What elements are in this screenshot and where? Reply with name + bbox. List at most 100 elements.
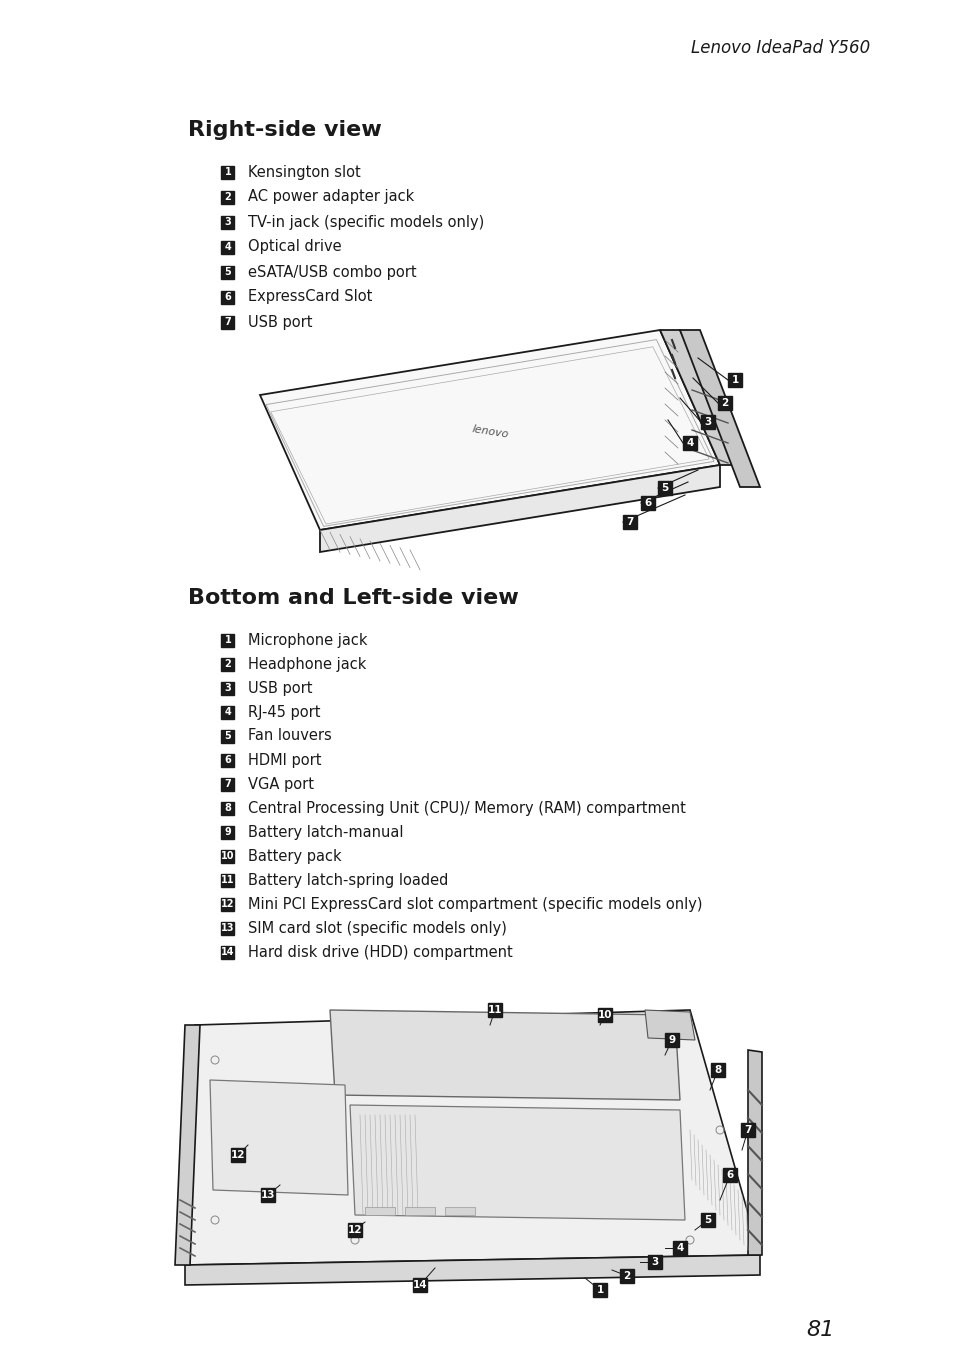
FancyBboxPatch shape <box>221 945 234 959</box>
FancyBboxPatch shape <box>598 1007 612 1022</box>
FancyBboxPatch shape <box>682 436 697 450</box>
FancyBboxPatch shape <box>405 1206 435 1215</box>
FancyBboxPatch shape <box>593 1284 606 1297</box>
Text: 3: 3 <box>224 682 232 693</box>
Polygon shape <box>319 464 720 552</box>
FancyBboxPatch shape <box>221 658 234 670</box>
FancyBboxPatch shape <box>221 753 234 766</box>
Text: 4: 4 <box>685 437 693 448</box>
Polygon shape <box>659 330 740 464</box>
Polygon shape <box>260 330 720 529</box>
Text: Battery pack: Battery pack <box>248 849 341 864</box>
FancyBboxPatch shape <box>221 634 234 646</box>
Text: 5: 5 <box>224 731 232 741</box>
FancyBboxPatch shape <box>221 802 234 815</box>
FancyBboxPatch shape <box>348 1223 361 1238</box>
FancyBboxPatch shape <box>365 1206 395 1215</box>
FancyBboxPatch shape <box>221 849 234 862</box>
FancyBboxPatch shape <box>221 777 234 791</box>
Text: 2: 2 <box>720 398 728 408</box>
Text: USB port: USB port <box>248 314 313 329</box>
FancyBboxPatch shape <box>221 291 234 303</box>
Polygon shape <box>330 1010 679 1099</box>
Text: Headphone jack: Headphone jack <box>248 657 366 672</box>
Text: 7: 7 <box>743 1125 751 1135</box>
Polygon shape <box>271 347 708 524</box>
Text: Battery latch-spring loaded: Battery latch-spring loaded <box>248 872 448 887</box>
Text: 3: 3 <box>224 217 232 227</box>
FancyBboxPatch shape <box>221 705 234 719</box>
Text: SIM card slot (specific models only): SIM card slot (specific models only) <box>248 921 506 936</box>
Polygon shape <box>747 1049 761 1255</box>
Text: 4: 4 <box>224 242 232 252</box>
Text: VGA port: VGA port <box>248 776 314 792</box>
Text: lenovo: lenovo <box>471 424 509 440</box>
Text: 12: 12 <box>221 899 234 909</box>
FancyBboxPatch shape <box>221 215 234 229</box>
Text: HDMI port: HDMI port <box>248 753 321 768</box>
FancyBboxPatch shape <box>231 1148 245 1162</box>
FancyBboxPatch shape <box>221 265 234 279</box>
Text: 6: 6 <box>224 292 232 302</box>
FancyBboxPatch shape <box>221 241 234 253</box>
FancyBboxPatch shape <box>658 481 671 496</box>
Text: 1: 1 <box>596 1285 603 1294</box>
Text: Fan louvers: Fan louvers <box>248 728 332 743</box>
Text: 81: 81 <box>805 1320 833 1340</box>
Text: 12: 12 <box>231 1150 245 1160</box>
Text: 14: 14 <box>413 1280 427 1290</box>
Polygon shape <box>210 1080 348 1196</box>
FancyBboxPatch shape <box>722 1169 737 1182</box>
Text: 2: 2 <box>224 192 232 202</box>
Polygon shape <box>174 1025 200 1265</box>
Text: RJ-45 port: RJ-45 port <box>248 704 320 719</box>
Text: 2: 2 <box>622 1271 630 1281</box>
Text: Microphone jack: Microphone jack <box>248 632 367 647</box>
Text: USB port: USB port <box>248 681 313 696</box>
FancyBboxPatch shape <box>640 496 655 510</box>
FancyBboxPatch shape <box>221 826 234 838</box>
Text: 5: 5 <box>224 267 232 278</box>
Text: Hard disk drive (HDD) compartment: Hard disk drive (HDD) compartment <box>248 945 512 960</box>
FancyBboxPatch shape <box>647 1255 661 1269</box>
Text: 13: 13 <box>221 923 234 933</box>
Polygon shape <box>644 1010 695 1040</box>
Text: 14: 14 <box>221 946 234 957</box>
Text: TV-in jack (specific models only): TV-in jack (specific models only) <box>248 214 484 229</box>
FancyBboxPatch shape <box>221 873 234 887</box>
Text: Right-side view: Right-side view <box>188 121 381 139</box>
FancyBboxPatch shape <box>444 1206 475 1215</box>
Text: AC power adapter jack: AC power adapter jack <box>248 190 414 204</box>
Text: 3: 3 <box>703 417 711 427</box>
FancyBboxPatch shape <box>718 395 731 410</box>
Text: Kensington slot: Kensington slot <box>248 164 360 180</box>
Text: 13: 13 <box>260 1190 275 1200</box>
Text: Lenovo IdeaPad Y560: Lenovo IdeaPad Y560 <box>690 39 869 57</box>
Text: 6: 6 <box>224 756 232 765</box>
FancyBboxPatch shape <box>221 165 234 179</box>
FancyBboxPatch shape <box>700 1213 714 1227</box>
FancyBboxPatch shape <box>221 681 234 695</box>
Text: 9: 9 <box>668 1034 675 1045</box>
Text: 12: 12 <box>348 1225 362 1235</box>
FancyBboxPatch shape <box>619 1269 634 1284</box>
Text: 10: 10 <box>598 1010 612 1020</box>
Text: 2: 2 <box>224 659 232 669</box>
Text: 1: 1 <box>731 375 738 385</box>
Text: Mini PCI ExpressCard slot compartment (specific models only): Mini PCI ExpressCard slot compartment (s… <box>248 896 701 911</box>
Text: Battery latch-manual: Battery latch-manual <box>248 825 403 839</box>
Text: 6: 6 <box>643 498 651 508</box>
FancyBboxPatch shape <box>727 372 741 387</box>
FancyBboxPatch shape <box>664 1033 679 1047</box>
FancyBboxPatch shape <box>710 1063 724 1076</box>
FancyBboxPatch shape <box>413 1278 427 1292</box>
Text: 6: 6 <box>725 1170 733 1179</box>
FancyBboxPatch shape <box>221 922 234 934</box>
Text: 11: 11 <box>221 875 234 886</box>
Polygon shape <box>185 1010 760 1265</box>
Text: ExpressCard Slot: ExpressCard Slot <box>248 290 372 305</box>
FancyBboxPatch shape <box>221 898 234 910</box>
Text: 7: 7 <box>626 517 633 527</box>
FancyBboxPatch shape <box>261 1187 274 1202</box>
Text: Bottom and Left-side view: Bottom and Left-side view <box>188 588 518 608</box>
